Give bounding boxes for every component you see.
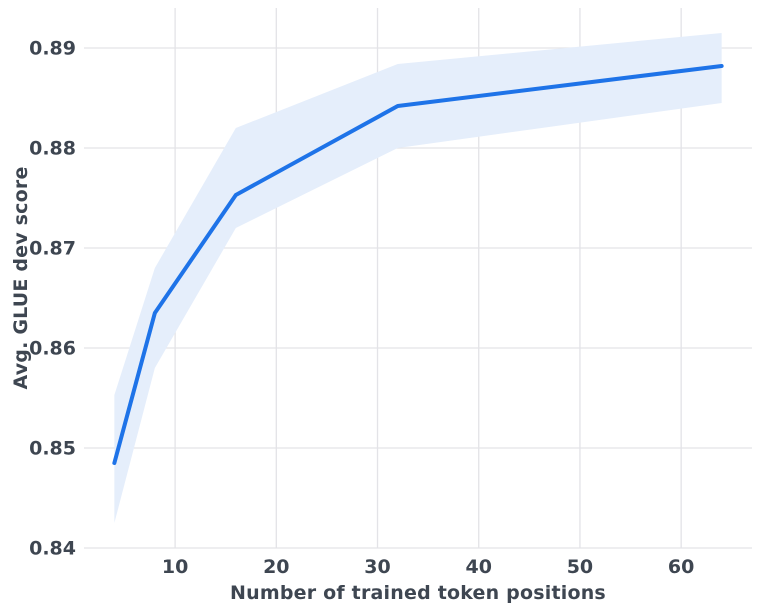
y-tick-label: 0.88 — [29, 138, 76, 160]
x-tick-label: 40 — [466, 556, 492, 578]
x-axis-label: Number of trained token positions — [230, 582, 606, 604]
trend-line — [112, 64, 724, 465]
x-tick-label: 30 — [364, 556, 390, 578]
y-tick-label: 0.84 — [29, 538, 76, 560]
y-tick-label: 0.85 — [29, 438, 76, 460]
x-tick-label: 50 — [567, 556, 593, 578]
y-tick-label: 0.86 — [29, 338, 76, 360]
x-tick-label: 60 — [668, 556, 694, 578]
y-tick-label: 0.89 — [29, 38, 76, 60]
x-tick-label: 10 — [162, 556, 188, 578]
y-axis-label: Avg. GLUE dev score — [10, 166, 32, 390]
x-tick-label: 20 — [263, 556, 289, 578]
confidence-band — [114, 33, 722, 523]
y-tick-label: 0.87 — [29, 238, 76, 260]
